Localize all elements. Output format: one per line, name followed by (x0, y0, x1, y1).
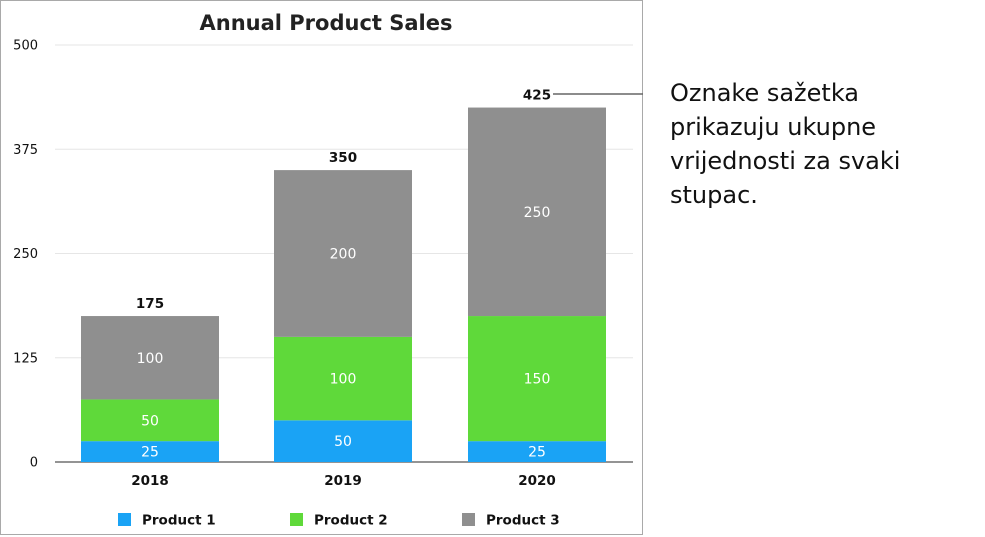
x-tick-label: 2018 (131, 473, 169, 489)
y-tick-label: 500 (13, 39, 38, 54)
x-tick-label: 2019 (324, 473, 362, 489)
bar-segment (468, 441, 606, 462)
bar-segment (274, 170, 412, 337)
segment-value-label: 100 (137, 351, 164, 367)
segment-value-label: 50 (334, 434, 352, 450)
segment-value-label: 50 (141, 413, 159, 429)
segment-value-label: 200 (330, 247, 357, 263)
legend: Product 1 Product 2 Product 3 (118, 513, 560, 529)
y-tick-label: 250 (13, 247, 38, 262)
bar-segment (468, 316, 606, 442)
total-label: 425 (523, 88, 551, 104)
legend-swatch (290, 513, 303, 526)
bars (81, 107, 606, 462)
segment-value-label: 250 (524, 205, 551, 221)
bar-segment (274, 420, 412, 462)
legend-swatch (462, 513, 475, 526)
chart-title: Annual Product Sales (200, 11, 453, 35)
segment-value-label: 25 (141, 445, 159, 461)
bar-segment (81, 441, 219, 462)
total-label: 350 (329, 150, 357, 166)
data-labels: 25 50 100 175 50 100 200 350 25 150 250 425 (136, 88, 551, 461)
legend-swatch (118, 513, 131, 526)
y-tick-label: 0 (30, 456, 38, 471)
segment-value-label: 100 (330, 372, 357, 388)
total-label: 175 (136, 296, 164, 312)
segment-value-label: 150 (524, 372, 551, 388)
stacked-bar-chart: Annual Product Sales 0 125 250 375 500 25 50 1… (13, 11, 643, 529)
bar-segment (274, 336, 412, 421)
legend-label: Product 2 (314, 513, 388, 529)
x-axis-labels: 2018 2019 2020 (131, 473, 556, 489)
callout-text: Oznake sažetka prikazuju ukupne vrijedno… (670, 79, 901, 209)
legend-label: Product 3 (486, 513, 560, 529)
x-tick-label: 2020 (518, 473, 556, 489)
bar-segment (81, 316, 219, 400)
y-tick-label: 125 (13, 351, 38, 366)
y-tick-label: 375 (13, 143, 38, 158)
legend-label: Product 1 (142, 513, 216, 529)
bar-segment (81, 399, 219, 442)
bar-segment (468, 107, 606, 317)
segment-value-label: 25 (528, 445, 546, 461)
y-axis-ticks: 0 125 250 375 500 (13, 39, 38, 471)
